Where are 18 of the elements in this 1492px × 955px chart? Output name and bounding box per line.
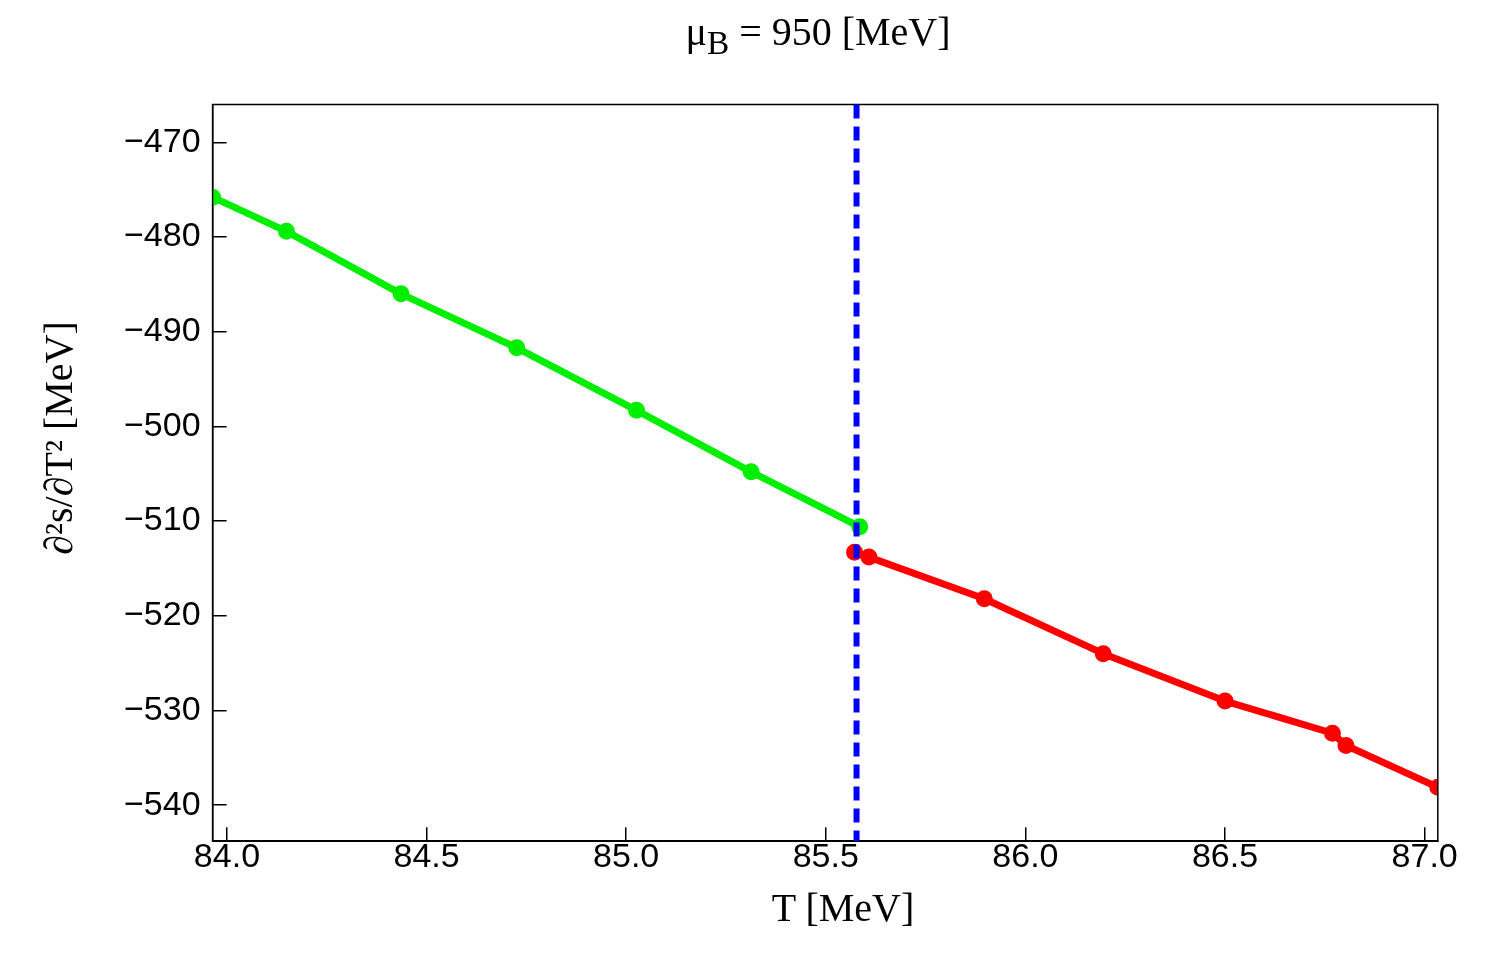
x-tick-label: 87.0	[1391, 835, 1458, 874]
y-tick-label: −510	[123, 499, 201, 538]
x-tick-label: 84.0	[193, 835, 261, 874]
x-tick-label: 84.5	[393, 835, 460, 874]
chart-title: μ$_{B}$ = 950 [MeV]	[684, 8, 952, 62]
y-tick-label: −500	[123, 404, 201, 443]
x-tick-label: 85.5	[792, 835, 859, 874]
x-tick-label: 86.5	[1191, 835, 1259, 874]
y-tick-label: −470	[123, 120, 201, 159]
y-tick-label: −540	[123, 783, 201, 822]
x-tick-label: 86.0	[992, 835, 1059, 874]
y-tick-label: −490	[123, 310, 201, 349]
y-axis-title: ∂²s/∂T² [MeV]	[34, 321, 82, 555]
y-tick-label: −520	[123, 594, 201, 633]
y-tick-label: −530	[123, 688, 201, 727]
x-tick-label: 85.0	[593, 835, 660, 874]
y-tick-label: −480	[123, 215, 201, 254]
x-axis-title: T [MeV]	[770, 884, 916, 931]
